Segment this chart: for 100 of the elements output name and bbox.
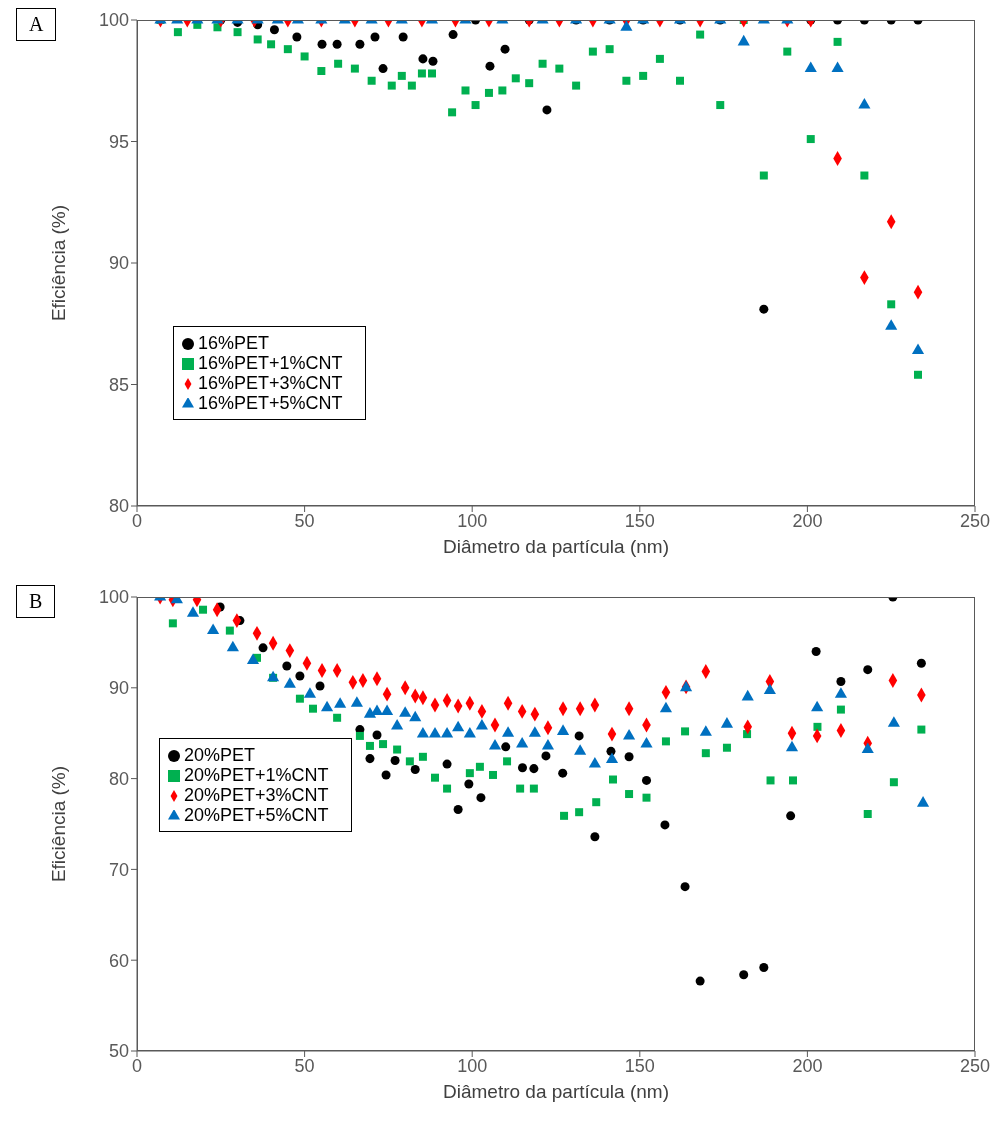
point bbox=[430, 773, 439, 782]
point bbox=[911, 343, 925, 354]
point bbox=[541, 738, 555, 750]
point bbox=[283, 677, 296, 688]
y-tick-label: 90 bbox=[108, 678, 129, 699]
point bbox=[528, 726, 541, 737]
point bbox=[372, 730, 382, 740]
point bbox=[405, 757, 414, 766]
point bbox=[452, 720, 465, 732]
point bbox=[625, 790, 634, 799]
y-tick-label: 95 bbox=[108, 131, 129, 152]
point bbox=[378, 64, 388, 74]
point bbox=[914, 370, 923, 379]
point bbox=[476, 793, 486, 803]
point bbox=[788, 776, 797, 785]
point bbox=[300, 52, 309, 61]
point bbox=[428, 727, 442, 738]
legend-label: 20%PET+1%CNT bbox=[184, 764, 329, 785]
point bbox=[253, 35, 262, 44]
point bbox=[863, 665, 873, 675]
point bbox=[418, 54, 428, 64]
point bbox=[834, 687, 847, 698]
point bbox=[500, 44, 510, 54]
x-tick-label: 100 bbox=[457, 1055, 488, 1076]
legend-label: 20%PET bbox=[184, 744, 256, 765]
point bbox=[696, 30, 705, 39]
point bbox=[390, 755, 400, 765]
point bbox=[836, 705, 845, 714]
point bbox=[680, 882, 690, 892]
x-tick-label: 50 bbox=[294, 1055, 315, 1076]
point bbox=[442, 759, 452, 769]
point bbox=[461, 86, 470, 95]
x-tick-label: 0 bbox=[131, 510, 143, 531]
point bbox=[315, 681, 325, 691]
point bbox=[592, 798, 601, 807]
y-axis-title: Eficiência (%) bbox=[47, 204, 69, 322]
point bbox=[283, 45, 292, 54]
point bbox=[334, 59, 343, 68]
point bbox=[308, 704, 317, 713]
point bbox=[399, 706, 412, 717]
legend-label: 20%PET+5%CNT bbox=[184, 804, 329, 825]
y-tick-label: 85 bbox=[108, 374, 129, 395]
point bbox=[538, 59, 547, 68]
point bbox=[484, 88, 493, 97]
point bbox=[173, 28, 182, 37]
point bbox=[624, 752, 634, 762]
point bbox=[199, 605, 208, 614]
point bbox=[471, 101, 480, 110]
point bbox=[355, 39, 365, 49]
point bbox=[660, 820, 670, 830]
point bbox=[641, 775, 652, 785]
point bbox=[168, 619, 177, 628]
point bbox=[292, 32, 302, 42]
point bbox=[701, 749, 710, 758]
point bbox=[381, 770, 391, 780]
point bbox=[916, 658, 926, 668]
point bbox=[428, 56, 438, 66]
point bbox=[759, 171, 768, 180]
point bbox=[398, 32, 408, 42]
point bbox=[410, 765, 420, 775]
point bbox=[759, 962, 769, 972]
point bbox=[448, 108, 457, 117]
point bbox=[333, 713, 342, 722]
point bbox=[720, 717, 734, 728]
point bbox=[317, 67, 326, 76]
y-tick-label: 90 bbox=[108, 253, 129, 274]
y-tick-label: 100 bbox=[98, 10, 129, 31]
point bbox=[332, 39, 342, 49]
y-tick-label: 80 bbox=[108, 768, 129, 789]
point bbox=[916, 796, 930, 807]
point bbox=[418, 752, 427, 761]
point bbox=[759, 304, 769, 314]
point bbox=[887, 300, 896, 309]
point bbox=[529, 764, 539, 774]
point bbox=[555, 64, 564, 73]
point bbox=[529, 784, 538, 793]
x-tick-label: 100 bbox=[457, 510, 488, 531]
point bbox=[806, 135, 815, 144]
point bbox=[763, 683, 776, 695]
point bbox=[588, 47, 597, 56]
point bbox=[407, 81, 416, 90]
x-axis-title: Diâmetro da partícula (nm) bbox=[442, 536, 670, 558]
point bbox=[676, 76, 685, 85]
point bbox=[813, 722, 822, 731]
point bbox=[560, 811, 569, 820]
point bbox=[516, 737, 529, 748]
point bbox=[661, 737, 670, 746]
y-tick-label: 80 bbox=[108, 496, 129, 517]
point bbox=[863, 810, 872, 819]
x-tick-label: 250 bbox=[959, 510, 991, 531]
point bbox=[783, 47, 792, 56]
point bbox=[498, 86, 507, 95]
point bbox=[488, 770, 497, 779]
x-tick-label: 150 bbox=[624, 1055, 655, 1076]
point bbox=[295, 671, 305, 681]
point bbox=[282, 661, 292, 671]
point bbox=[860, 171, 869, 180]
point bbox=[695, 976, 705, 986]
point bbox=[350, 64, 359, 73]
point bbox=[574, 744, 587, 755]
